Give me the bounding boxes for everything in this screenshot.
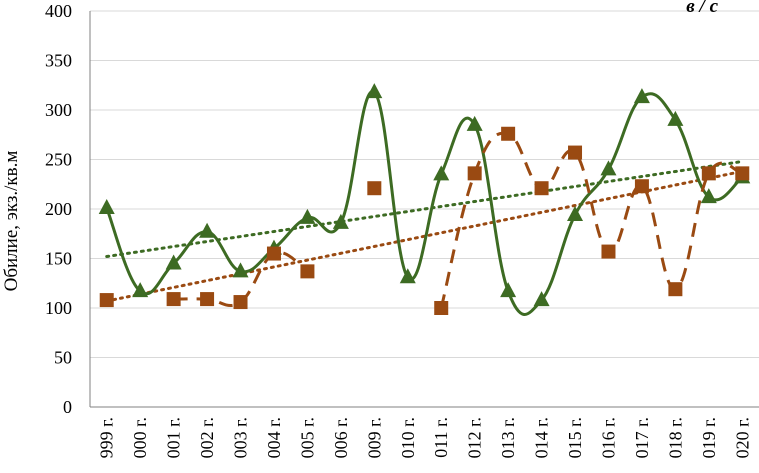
data-point-square (99, 293, 114, 308)
x-tick-label: 005 г. (297, 417, 317, 458)
data-point-square (701, 166, 716, 181)
y-tick-label: 50 (54, 348, 72, 368)
x-tick-label: 020 г. (732, 417, 752, 458)
x-tick-label: 001 г. (164, 417, 184, 458)
data-point-square (266, 246, 281, 261)
corner-label: в / с (686, 0, 718, 17)
x-tick-label: 019 г. (699, 417, 719, 458)
data-point-triangle (466, 115, 483, 131)
x-tick-label: 016 г. (598, 417, 618, 458)
data-point-square (634, 179, 649, 194)
data-point-triangle (667, 110, 684, 126)
data-point-triangle (533, 291, 550, 307)
trendline (105, 159, 744, 259)
data-point-square (200, 292, 215, 307)
series-line (105, 90, 744, 316)
x-tick-label: 002 г. (197, 417, 217, 458)
data-point-square (668, 282, 683, 297)
series-line (173, 250, 309, 308)
data-point-triangle (399, 268, 416, 284)
data-point-triangle (232, 262, 249, 278)
x-tick-label: 999 г. (97, 417, 117, 458)
x-tick-label: 018 г. (665, 417, 685, 458)
data-point-square (300, 264, 315, 279)
data-point-square (534, 181, 549, 196)
y-tick-label: 200 (45, 199, 72, 219)
data-point-square (166, 292, 181, 307)
data-point-triangle (500, 282, 517, 298)
data-point-square (367, 181, 382, 196)
x-tick-label: 003 г. (231, 417, 251, 458)
x-tick-label: 009 г. (364, 417, 384, 458)
data-point-triangle (633, 88, 650, 104)
data-point-triangle (199, 222, 216, 238)
x-tick-label: 011 г. (431, 417, 451, 458)
y-tick-label: 100 (45, 298, 72, 318)
data-point-triangle (299, 208, 316, 224)
y-tick-label: 350 (45, 51, 72, 71)
data-point-square (467, 166, 482, 181)
x-tick-label: 006 г. (331, 417, 351, 458)
data-point-triangle (98, 199, 115, 215)
x-tick-labels: 999 г. 000 г. 001 г. 002 г. 003 г. 004 г. 005 … (97, 417, 753, 458)
data-point-triangle (600, 160, 617, 176)
series-lines (105, 90, 744, 316)
data-point-square (501, 126, 516, 141)
series-markers (98, 83, 751, 315)
data-point-square (434, 301, 449, 315)
y-tick-labels: 0 50 100 150 200 250 300 350 400 (45, 1, 72, 417)
y-axis-label: Обилие, экз./кв.м (1, 151, 22, 292)
x-tick-label: 017 г. (632, 417, 652, 458)
data-point-triangle (165, 254, 182, 270)
data-point-triangle (433, 165, 450, 181)
series-line (439, 131, 743, 309)
x-tick-label: 013 г. (498, 417, 518, 458)
data-point-triangle (332, 213, 349, 229)
x-tick-label: 012 г. (465, 417, 485, 458)
data-point-triangle (700, 188, 717, 204)
y-tick-label: 0 (63, 397, 72, 417)
x-tick-label: 014 г. (532, 417, 552, 458)
data-point-square (601, 244, 616, 259)
y-tick-label: 250 (45, 150, 72, 170)
y-tick-label: 300 (45, 100, 72, 120)
x-tick-label: 004 г. (264, 417, 284, 458)
data-point-triangle (366, 83, 383, 99)
y-tick-label: 150 (45, 249, 72, 269)
data-point-triangle (567, 205, 584, 221)
data-point-triangle (132, 282, 149, 298)
x-tick-label: 000 г. (130, 417, 150, 458)
x-tick-label: 010 г. (398, 417, 418, 458)
data-point-square (233, 295, 248, 310)
data-point-square (735, 166, 750, 181)
x-tick-label: 015 г. (565, 417, 585, 458)
data-point-square (568, 145, 583, 160)
y-tick-label: 400 (45, 1, 72, 21)
